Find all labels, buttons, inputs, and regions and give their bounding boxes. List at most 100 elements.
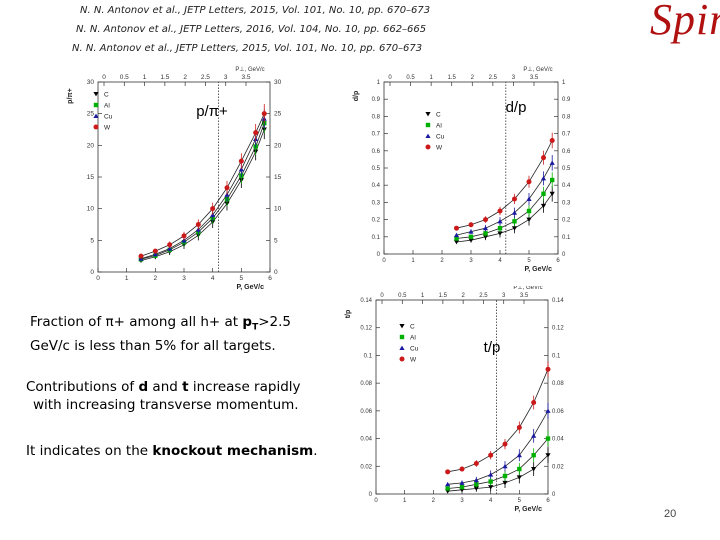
x-tick-label: 6: [546, 498, 550, 504]
data-point-c: [549, 191, 555, 197]
data-point-cu: [497, 218, 503, 224]
data-point-w: [468, 222, 474, 228]
legend-marker-w: [425, 144, 431, 150]
y-tick-label: 0.1: [372, 235, 381, 241]
note1-pt: p: [242, 314, 253, 330]
data-point-c: [488, 485, 494, 490]
y-tick-label-right: 0.7: [562, 132, 571, 138]
top-tick-label: 2.5: [201, 74, 210, 81]
data-point-cu: [511, 210, 518, 215]
top-tick-label: 1: [421, 293, 425, 299]
y-tick-label: 0.9: [372, 97, 381, 103]
data-point-c: [468, 238, 474, 243]
t-p-plot: 0 1 2 3 4 5 60 00.02 0.020.04 0.040.06 0.060.08 0.0…: [345, 286, 564, 513]
y-tick-label: 0.7: [372, 132, 381, 138]
plot-frame: [383, 81, 559, 255]
data-point-cu: [540, 175, 547, 181]
data-point-w: [497, 208, 503, 214]
data-point-al: [468, 234, 474, 239]
legend-label-al: Al: [104, 103, 110, 110]
data-point-w: [238, 158, 244, 164]
y-tick-label-right: 0.9: [562, 97, 571, 103]
x-tick-label: 5: [527, 258, 531, 264]
fit-curve-c: [140, 129, 265, 261]
y-tick-label-right: 0.3: [562, 200, 571, 206]
data-point-c: [545, 453, 551, 458]
legend-label-c: C: [410, 324, 415, 331]
data-point-al: [474, 482, 479, 487]
x-tick-label: 1: [403, 498, 407, 504]
top-tick-label: 2.5: [489, 75, 498, 81]
y-tick-label: 0.2: [372, 218, 381, 224]
data-point-cu: [545, 408, 551, 413]
note-contributions: Contributions of d and t increase rapidl…: [26, 378, 301, 414]
top-tick-label: 1.5: [439, 293, 448, 299]
data-point-w: [488, 452, 494, 458]
spin-logo: Spin: [650, 0, 720, 44]
legend-marker-c: [93, 92, 99, 97]
x-tick-label: 4: [211, 275, 215, 282]
y-tick-label: 0.02: [360, 464, 372, 470]
y-tick-label-right: 0.8: [562, 114, 571, 120]
top-tick-label: 3: [224, 74, 228, 81]
x-tick-label: 5: [518, 498, 522, 504]
x-tick-label: 5: [240, 275, 244, 282]
data-point-al: [531, 453, 536, 458]
note2-a: Contributions of: [26, 379, 139, 395]
data-point-w: [181, 233, 187, 239]
top-tick-label: 0: [388, 75, 392, 81]
y-tick-label: 0.4: [372, 183, 381, 189]
y-tick-label-right: 0: [562, 252, 566, 258]
top-tick-label: 0: [380, 293, 384, 299]
y-tick-label-right: 0.14: [552, 298, 564, 304]
fit-curve-w: [456, 140, 553, 229]
data-point-cu: [445, 481, 451, 487]
top-tick-label: 2: [183, 74, 187, 81]
y-tick-label-right: 0.1: [562, 235, 571, 241]
legend-marker-cu: [425, 133, 431, 138]
y-tick-label: 1: [377, 80, 381, 86]
fit-curve-cu: [447, 410, 549, 485]
top-tick-label: 0: [102, 74, 106, 81]
data-point-al: [497, 226, 503, 231]
y-tick-label-right: 0.06: [552, 409, 564, 415]
y-tick-label-right: 5: [274, 237, 278, 244]
y-tick-label-right: 0.2: [562, 218, 571, 224]
legend-marker-w: [93, 124, 99, 130]
data-point-w: [210, 206, 216, 212]
y-tick-label: 15: [87, 174, 95, 181]
y-tick-label-right: 15: [274, 174, 282, 181]
y-tick-label-right: 0.6: [562, 149, 571, 155]
data-point-al: [483, 231, 488, 236]
legend-label-cu: Cu: [410, 346, 419, 353]
y-tick-label-right: 30: [274, 79, 282, 86]
note1-line1: Fraction of π+ among all h+ at: [30, 314, 243, 330]
note1-pt-sub: T: [252, 322, 259, 333]
data-point-cu: [516, 452, 522, 458]
data-point-c: [516, 475, 522, 480]
note-pion-fraction: Fraction of π+ among all h+ at pT>2.5 Ge…: [30, 313, 291, 355]
data-point-al: [502, 473, 508, 479]
x-tick-label: 1: [411, 258, 415, 264]
legend-marker-c: [399, 324, 405, 329]
legend-marker-al: [93, 102, 99, 108]
x-tick-label: 0: [382, 258, 386, 264]
y-tick-label: 0.08: [360, 381, 372, 387]
y-tick-label: 0: [90, 269, 94, 276]
x-tick-label: 2: [154, 275, 158, 282]
data-point-al: [526, 208, 532, 214]
reference-2: N. N. Antonov et al., JETP Letters, 2016…: [76, 24, 427, 35]
y-tick-label: 10: [87, 206, 95, 213]
data-point-al: [541, 191, 546, 196]
x-tick-label: 3: [182, 275, 186, 282]
top-tick-label: 2.5: [479, 293, 488, 299]
y-tick-label-right: 0.02: [552, 464, 564, 470]
y-tick-label-right: 0.08: [552, 381, 564, 387]
y-tick-label: 20: [87, 142, 95, 149]
data-point-w: [224, 185, 230, 191]
y-tick-label: 0.14: [360, 298, 372, 304]
legend-label-al: Al: [410, 335, 416, 342]
note3-b: knockout mechanism: [152, 443, 314, 459]
data-point-cu: [473, 477, 479, 483]
